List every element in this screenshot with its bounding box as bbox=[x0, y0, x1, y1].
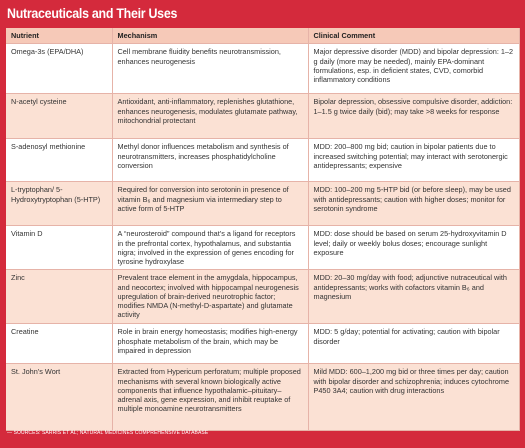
nutrient: Vitamin D bbox=[6, 225, 113, 271]
table-row: St. John’s Wort Extracted from Hypericum … bbox=[6, 363, 520, 432]
nutrient: Zinc bbox=[6, 269, 113, 325]
clinical-comment: MDD: 20–30 mg/day with food; adjunctive … bbox=[308, 269, 520, 325]
mechanism: Extracted from Hypericum perforatum; mul… bbox=[112, 363, 309, 432]
clinical-comment: MDD: 5 g/day; potential for activating; … bbox=[308, 323, 520, 365]
table: Nutrient Mechanism Clinical Comment Omega-… bbox=[6, 28, 520, 432]
clinical-comment: Bipolar depression, obsessive compulsive… bbox=[308, 93, 520, 140]
nutrient: St. John’s Wort bbox=[6, 363, 113, 432]
table-row: N-acetyl cysteine Antioxidant, anti-infla… bbox=[6, 93, 520, 140]
column-header: Clinical Comment bbox=[308, 28, 520, 45]
column-header: Nutrient bbox=[6, 28, 113, 45]
clinical-comment: MDD: 100–200 mg 5-HTP bid (or before sle… bbox=[308, 181, 520, 227]
table-row: L-tryptophan/ 5-Hydroxytryptophan (5-HTP… bbox=[6, 181, 520, 227]
table-row: S-adenosyl methionine Methyl donor influe… bbox=[6, 138, 520, 183]
mechanism: Required for conversion into serotonin i… bbox=[112, 181, 309, 227]
nutrient: Omega-3s (EPA/DHA) bbox=[6, 43, 113, 95]
table-row: Zinc Prevalent trace element in the amygd… bbox=[6, 269, 520, 325]
table-row: Omega-3s (EPA/DHA) Cell membrane fluidity… bbox=[6, 43, 520, 95]
mechanism: A “neurosteroid” compound that’s a ligan… bbox=[112, 225, 309, 271]
clinical-comment: Mild MDD: 600–1,200 mg bid or three time… bbox=[308, 363, 520, 432]
column-header: Mechanism bbox=[112, 28, 309, 45]
clinical-comment: MDD: 200–800 mg bid; caution in bipolar … bbox=[308, 138, 520, 183]
mechanism: Prevalent trace element in the amygdala,… bbox=[112, 269, 309, 325]
mechanism: Role in brain energy homeostasis; modifi… bbox=[112, 323, 309, 365]
nutrient: S-adenosyl methionine bbox=[6, 138, 113, 183]
mechanism: Cell membrane fluidity benefits neurotra… bbox=[112, 43, 309, 95]
header-row: Nutrient Mechanism Clinical Comment bbox=[6, 28, 520, 45]
mechanism: Antioxidant, anti-inflammatory, replenis… bbox=[112, 93, 309, 140]
clinical-comment: Major depressive disorder (MDD) and bipo… bbox=[308, 43, 520, 95]
clinical-comment: MDD: dose should be based on serum 25-hy… bbox=[308, 225, 520, 271]
nutrient: L-tryptophan/ 5-Hydroxytryptophan (5-HTP… bbox=[6, 181, 113, 227]
nutrient: N-acetyl cysteine bbox=[6, 93, 113, 140]
nutrient: Creatine bbox=[6, 323, 113, 365]
source: — SOURCES: SARRIS ET AL; NATURAL MEDICIN… bbox=[7, 430, 209, 436]
table-row: Creatine Role in brain energy homeostasis… bbox=[6, 323, 520, 365]
title: Nutraceuticals and Their Uses bbox=[7, 6, 178, 21]
mechanism: Methyl donor influences metabolism and s… bbox=[112, 138, 309, 183]
